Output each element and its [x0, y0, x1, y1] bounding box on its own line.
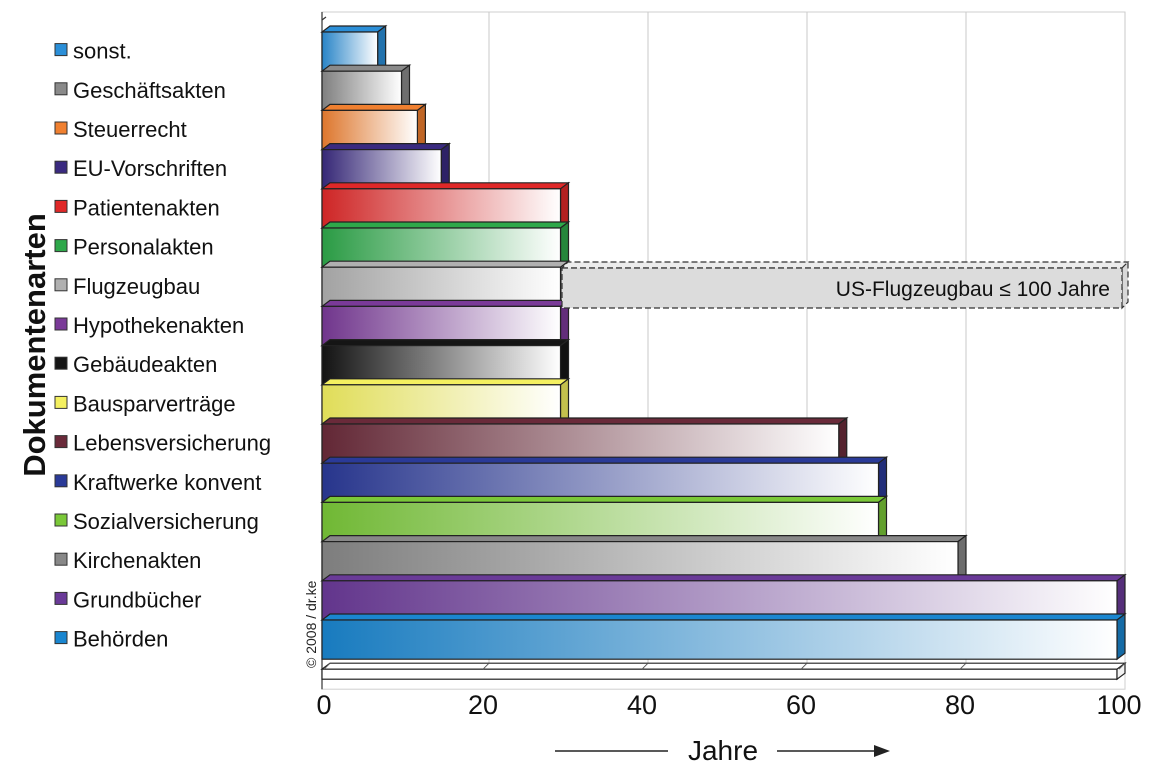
legend-swatch [54, 121, 68, 135]
legend-swatch [54, 395, 68, 409]
x-tick-mark [1118, 662, 1126, 670]
legend-swatch [54, 199, 68, 213]
axis-floor-top [320, 662, 1127, 670]
bar-hypothekenakten [320, 299, 571, 347]
bar-steuerrecht [320, 103, 428, 151]
bar-flugzeugbau [320, 260, 571, 308]
x-tick-mark [482, 662, 490, 670]
bar-geschaeftsakten [320, 63, 412, 112]
category-label: Hypothekenakten [73, 313, 244, 338]
bars [320, 24, 1127, 661]
legend-item-behoerden: Behörden [54, 627, 168, 652]
legend-item-hypothekenakten: Hypothekenakten [54, 313, 244, 338]
legend-swatch [54, 278, 68, 292]
legend-swatch [54, 317, 68, 331]
category-label: Kraftwerke konvent [73, 470, 261, 495]
x-tick-mark [959, 662, 967, 670]
legend-swatch [54, 513, 68, 527]
x-axis: 0 20 40 60 80 100 [316, 662, 1142, 720]
category-label: EU-Vorschriften [73, 156, 227, 181]
category-label: Steuerrecht [73, 117, 187, 142]
bar-eu-vorschriften [320, 142, 452, 191]
x-tick-mark [800, 662, 808, 670]
category-label: Gebäudeakten [73, 352, 217, 377]
category-label: Personalakten [73, 235, 214, 260]
legend-item-lebensversicherung: Lebensversicherung [54, 431, 271, 456]
category-label: Geschäftsakten [73, 78, 226, 103]
axis-floor-front [321, 668, 1118, 680]
category-label: sonst. [73, 39, 132, 64]
bar-grundbuecher [320, 573, 1127, 622]
category-label: Behörden [73, 627, 168, 652]
annotation-text: US-Flugzeugbau ≤ 100 Jahre [836, 278, 1110, 301]
category-label: Lebensversicherung [73, 431, 271, 456]
legend-item-personalakten: Personalakten [54, 235, 214, 260]
bar-bausparvertraege [320, 377, 571, 426]
bar-sonst [320, 24, 388, 73]
legend-swatch [54, 631, 68, 645]
legend-swatch [54, 160, 68, 174]
category-label: Sozialversicherung [73, 509, 259, 534]
x-tick-mark [323, 662, 331, 670]
x-tick-label: 0 [316, 690, 331, 720]
legend-item-flugzeugbau: Flugzeugbau [54, 274, 200, 299]
legend-swatch [54, 435, 68, 449]
legend-swatch [54, 552, 68, 566]
bar-kirchenakten [320, 534, 968, 582]
legend-item-kirchenakten: Kirchenakten [54, 548, 201, 573]
category-label: Flugzeugbau [73, 274, 200, 299]
x-tick-label: 40 [627, 690, 657, 720]
legend-swatch [54, 239, 68, 253]
legend-item-geschaeftsakten: Geschäftsakten [54, 78, 226, 103]
legend-swatch [54, 43, 68, 57]
bar-kraftwerke-konvent [320, 456, 889, 504]
legend-item-steuerrecht: Steuerrecht [54, 117, 187, 142]
legend-item-sozialversicherung: Sozialversicherung [54, 509, 259, 534]
legend-item-gebaeudeakten: Gebäudeakten [54, 352, 217, 377]
flugzeugbau-extended-range: US-Flugzeugbau ≤ 100 Jahre [560, 260, 1130, 310]
category-label: Patientenakten [73, 195, 220, 220]
copyright-text: © 2008 / dr.ke [303, 580, 319, 668]
bar-lebensversicherung [320, 416, 849, 465]
x-tick-label: 20 [468, 690, 498, 720]
x-tick-mark [641, 662, 649, 670]
legend-item-eu-vorschriften: EU-Vorschriften [54, 156, 227, 181]
legend-item-grundbuecher: Grundbücher [54, 587, 201, 612]
category-label: Kirchenakten [73, 548, 201, 573]
bar-gebaeudeakten [320, 338, 571, 386]
bar-behoerden [320, 612, 1127, 661]
x-tick-label: 60 [786, 690, 816, 720]
legend-item-bausparvertraege: Bausparverträge [54, 391, 236, 416]
category-label: Bausparverträge [73, 391, 236, 416]
legend-item-kraftwerke-konvent: Kraftwerke konvent [54, 470, 261, 495]
x-tick-label: 80 [945, 690, 975, 720]
x-tick-label: 100 [1096, 690, 1141, 720]
x-axis-title: Jahre [688, 735, 758, 764]
legend-item-sonst: sonst. [54, 39, 132, 64]
bar-sozialversicherung [320, 495, 889, 543]
legend-swatch [54, 591, 68, 605]
bar-personalakten [320, 220, 571, 269]
legend-swatch [54, 82, 68, 96]
category-label: Grundbücher [73, 587, 201, 612]
bar-patientenakten [320, 181, 571, 230]
legend-item-patientenakten: Patientenakten [54, 195, 220, 220]
category-legend: sonst. Geschäftsakten Steuerrecht EU-Vorsch… [54, 39, 271, 652]
legend-swatch [54, 356, 68, 370]
y-axis-tick [321, 16, 327, 21]
x-axis-arrowhead [874, 745, 890, 757]
legend-swatch [54, 474, 68, 488]
y-axis-title: Dokumentenarten [17, 213, 52, 477]
